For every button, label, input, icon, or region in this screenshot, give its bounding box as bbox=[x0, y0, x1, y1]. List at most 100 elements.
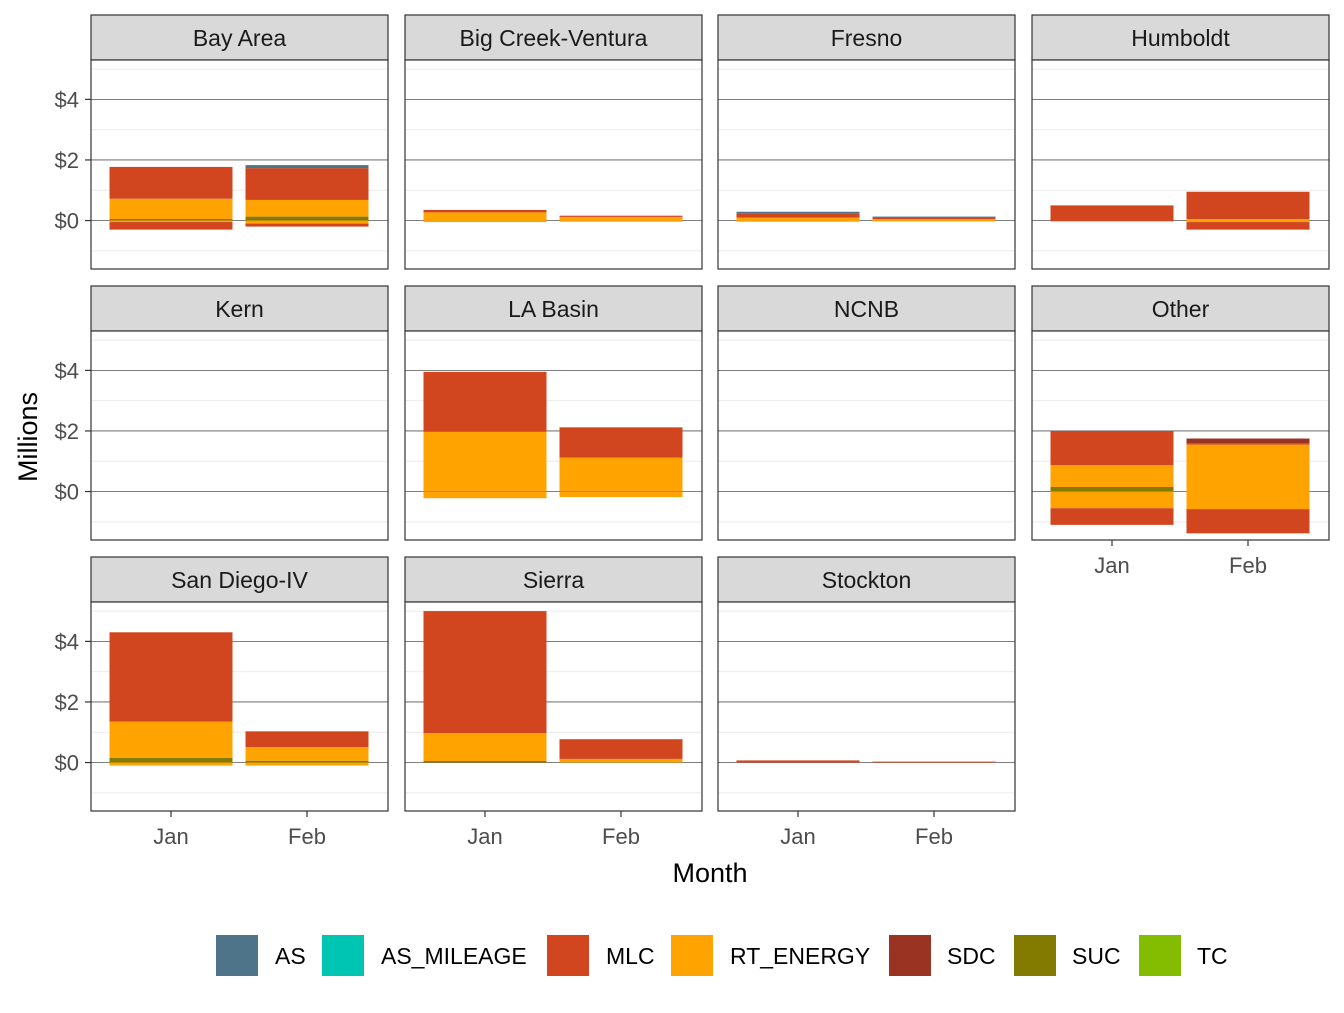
facet-title-other: Other bbox=[1152, 296, 1210, 322]
facet-strip-fresno bbox=[717, 14, 1016, 61]
panel-background-stockton bbox=[718, 602, 1015, 811]
legend-label-rt-energy: RT_ENERGY bbox=[730, 943, 870, 969]
bar-segment-la-basin-jan-suc bbox=[423, 490, 547, 492]
y-tick-label: $2 bbox=[55, 419, 79, 444]
facet-title-kern: Kern bbox=[215, 296, 264, 322]
legend-label-mlc: MLC bbox=[606, 943, 655, 969]
bar-segment-other-jan-rt-energy bbox=[1050, 491, 1174, 509]
bar-segment-other-jan-suc bbox=[1050, 486, 1174, 492]
panel-border-sierra bbox=[404, 601, 703, 812]
facet-strip-ncnb bbox=[717, 285, 1016, 332]
x-tick-label: Feb bbox=[1229, 553, 1267, 578]
facet-strip-la-basin bbox=[404, 285, 703, 332]
panel-border-humboldt bbox=[1031, 59, 1330, 270]
panel-border-fresno bbox=[717, 59, 1016, 270]
legend-label-tc: TC bbox=[1197, 943, 1228, 969]
bar-segment-humboldt-jan-mlc bbox=[1050, 220, 1174, 222]
facet-title-la-basin: LA Basin bbox=[508, 296, 599, 322]
legend-label-suc: SUC bbox=[1072, 943, 1121, 969]
bar-segment-big-creek-ventura-feb-rt-energy bbox=[559, 220, 683, 222]
bar-segment-san-diego-iv-jan-suc bbox=[109, 757, 233, 763]
facet-title-fresno: Fresno bbox=[831, 25, 903, 51]
legend-swatch-as bbox=[216, 935, 258, 976]
panel-border-san-diego-iv bbox=[90, 601, 389, 812]
panel-border-ncnb bbox=[717, 330, 1016, 541]
bar-segment-other-feb-rt-energy bbox=[1186, 491, 1310, 510]
bar-segment-big-creek-ventura-jan-rt-energy bbox=[423, 212, 547, 221]
x-tick-label: Jan bbox=[153, 824, 188, 849]
facet-title-san-diego-iv: San Diego-IV bbox=[171, 567, 308, 593]
panel-background-humboldt bbox=[1032, 60, 1329, 269]
bar-segment-bay-area-jan-rt-energy bbox=[109, 198, 233, 220]
y-tick-label: $4 bbox=[55, 629, 79, 654]
bar-segment-humboldt-feb-mlc bbox=[1186, 222, 1310, 230]
facet-title-stockton: Stockton bbox=[822, 567, 912, 593]
x-tick-label: Feb bbox=[915, 824, 953, 849]
bar-segment-san-diego-iv-jan-rt-energy bbox=[109, 762, 233, 766]
bar-segment-humboldt-feb-rt-energy bbox=[1186, 220, 1310, 223]
facet-strip-kern bbox=[90, 285, 389, 332]
bar-segment-big-creek-ventura-jan-mlc bbox=[423, 209, 547, 213]
bar-segment-bay-area-feb-rt-energy bbox=[245, 220, 369, 224]
panel-background-big-creek-ventura bbox=[405, 60, 702, 269]
panel-border-kern bbox=[90, 330, 389, 541]
bar-segment-fresno-feb-mlc bbox=[872, 217, 996, 220]
panel-background-ncnb bbox=[718, 331, 1015, 540]
legend-label-as: AS bbox=[275, 943, 306, 969]
bar-segment-other-feb-rt-energy bbox=[1186, 444, 1310, 492]
bar-segment-sierra-feb-mlc bbox=[559, 739, 683, 759]
bar-segment-bay-area-jan-suc bbox=[109, 219, 233, 221]
bar-segment-stockton-feb-mlc bbox=[872, 761, 996, 763]
bar-segment-bay-area-jan-mlc bbox=[109, 166, 233, 199]
x-tick-label: Feb bbox=[602, 824, 640, 849]
bar-segment-other-jan-mlc bbox=[1050, 508, 1174, 525]
bar-segment-fresno-jan-as bbox=[736, 211, 860, 214]
bar-segment-bay-area-feb-rt-energy bbox=[245, 199, 369, 217]
legend-label-sdc: SDC bbox=[947, 943, 996, 969]
bar-segment-la-basin-jan-mlc bbox=[423, 371, 547, 432]
bar-segment-fresno-jan-rt-energy bbox=[736, 217, 860, 221]
bar-segment-humboldt-feb-rt-energy bbox=[1186, 219, 1310, 221]
bar-segment-la-basin-feb-suc bbox=[559, 490, 683, 492]
panel-border-la-basin bbox=[404, 330, 703, 541]
bar-segment-other-jan-mlc bbox=[1050, 430, 1174, 466]
bar-segment-sierra-jan-mlc bbox=[423, 611, 547, 734]
bar-segment-sierra-jan-suc bbox=[423, 761, 547, 763]
facet-title-humboldt: Humboldt bbox=[1131, 25, 1230, 51]
legend-swatch-rt-energy bbox=[671, 935, 713, 976]
bar-segment-la-basin-feb-mlc bbox=[559, 427, 683, 458]
facet-strip-big-creek-ventura bbox=[404, 14, 703, 61]
bar-segment-la-basin-jan-rt-energy bbox=[423, 491, 547, 499]
bar-segment-bay-area-feb-mlc bbox=[245, 168, 369, 200]
bar-segment-big-creek-ventura-jan-rt-energy bbox=[423, 220, 547, 223]
legend-label-as-mileage: AS_MILEAGE bbox=[381, 943, 527, 969]
bar-segment-other-jan-rt-energy bbox=[1050, 465, 1174, 487]
facet-strip-other bbox=[1031, 285, 1330, 332]
panel-background-bay-area bbox=[91, 60, 388, 269]
y-tick-label: $0 bbox=[55, 480, 79, 505]
panel-background-kern bbox=[91, 331, 388, 540]
y-tick-label: $4 bbox=[55, 87, 79, 112]
panel-border-stockton bbox=[717, 601, 1016, 812]
bar-segment-other-feb-sdc bbox=[1186, 438, 1310, 444]
legend-swatch-tc bbox=[1139, 935, 1181, 976]
y-tick-label: $2 bbox=[55, 690, 79, 715]
facet-strip-humboldt bbox=[1031, 14, 1330, 61]
y-tick-label: $0 bbox=[55, 751, 79, 776]
panel-border-big-creek-ventura bbox=[404, 59, 703, 270]
bar-segment-big-creek-ventura-feb-rt-energy bbox=[559, 216, 683, 221]
bar-segment-fresno-feb-as bbox=[872, 216, 996, 218]
bar-segment-fresno-jan-rt-energy bbox=[736, 220, 860, 222]
panel-border-other bbox=[1031, 330, 1330, 541]
bar-segment-other-feb-mlc bbox=[1186, 509, 1310, 534]
x-tick-label: Jan bbox=[467, 824, 502, 849]
bar-segment-humboldt-feb-mlc bbox=[1186, 191, 1310, 220]
bar-segment-bay-area-feb-suc bbox=[245, 216, 369, 221]
bar-segment-la-basin-feb-rt-energy bbox=[559, 457, 683, 491]
facet-strip-san-diego-iv bbox=[90, 556, 389, 603]
bar-segment-san-diego-iv-jan-mlc bbox=[109, 632, 233, 722]
bar-segment-humboldt-jan-mlc bbox=[1050, 205, 1174, 221]
bar-segment-la-basin-feb-rt-energy bbox=[559, 491, 683, 497]
